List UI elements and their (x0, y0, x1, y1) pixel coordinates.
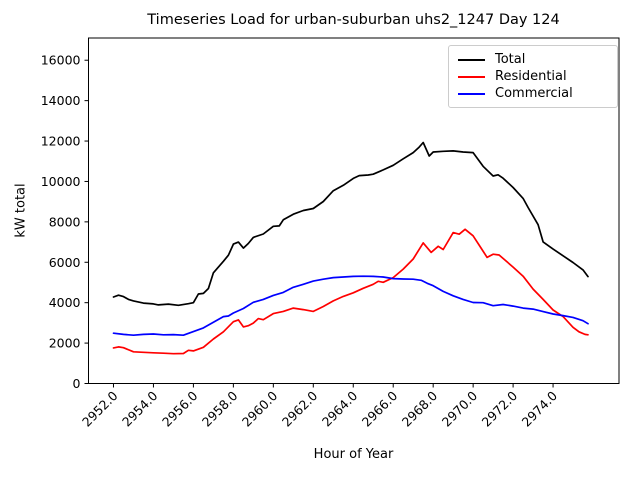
y-tick-label: 14000 (41, 93, 81, 108)
y-tick-label: 12000 (41, 134, 81, 149)
y-tick-label: 10000 (41, 174, 81, 189)
series-line-residential (112, 228, 589, 355)
x-tick-label: 2962.0 (279, 388, 321, 430)
legend-label: Residential (495, 69, 567, 84)
y-axis-label: kW total (13, 183, 29, 238)
x-tick-label: 2972.0 (479, 388, 521, 430)
x-tick-label: 2958.0 (199, 388, 241, 430)
series-line-commercial (112, 275, 589, 337)
y-tick-label: 2000 (49, 336, 81, 351)
y-tick-label: 0 (73, 376, 81, 391)
legend-line-swatch (458, 92, 485, 95)
y-tick-label: 4000 (49, 295, 81, 310)
x-tick-label: 2954.0 (119, 388, 161, 430)
x-tick-label: 2956.0 (159, 388, 201, 430)
legend-box: Total Residential Commercial (448, 45, 618, 108)
legend-line-swatch (458, 58, 485, 61)
legend-entry-total: Total (458, 53, 608, 66)
x-tick-label: 2960.0 (239, 388, 281, 430)
legend-entry-commercial: Commercial (458, 87, 608, 100)
x-tick-label: 2974.0 (519, 388, 561, 430)
legend-label: Commercial (495, 86, 573, 101)
x-tick-label: 2968.0 (399, 388, 441, 430)
x-tick-label: 2970.0 (439, 388, 481, 430)
x-tick-label: 2966.0 (359, 388, 401, 430)
y-tick-label: 16000 (41, 53, 81, 68)
series-line-total (112, 141, 589, 307)
y-tick-label: 6000 (49, 255, 81, 270)
legend-label: Total (495, 52, 526, 67)
chart-title: Timeseries Load for urban-suburban uhs2_… (147, 12, 560, 28)
y-tick-label: 8000 (49, 214, 81, 229)
x-tick-label: 2964.0 (319, 388, 361, 430)
legend-line-swatch (458, 75, 485, 78)
x-tick-label: 2952.0 (79, 388, 121, 430)
legend-entry-residential: Residential (458, 70, 608, 83)
x-axis-label: Hour of Year (313, 447, 394, 462)
